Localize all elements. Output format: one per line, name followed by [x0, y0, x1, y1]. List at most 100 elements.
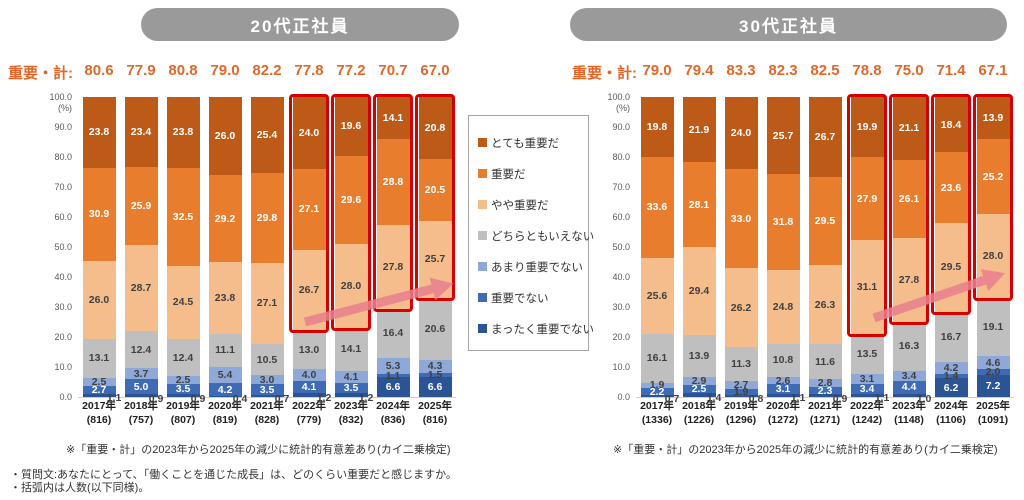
segment-value-label: 29.6 — [340, 193, 362, 206]
x-axis-label: 2021年 (1271) — [802, 400, 848, 427]
summary-value: 70.7 — [378, 62, 408, 79]
summary-value: 77.8 — [294, 62, 324, 79]
segment-value-label: 23.6 — [940, 181, 962, 194]
chart-title-pill: 20代正社員 — [141, 8, 459, 41]
bar-segment-1: 25.7 — [766, 97, 800, 175]
x-axis-label: 2018年 (757) — [118, 400, 164, 427]
segment-value-label: 19.8 — [646, 121, 668, 134]
bar-stack: 19.6 29.6 28.0 14.1 4.1 3.5 1.2 — [334, 96, 373, 403]
bar-segment-1: 20.8 — [418, 97, 452, 160]
bar-column: 23.8 30.9 26.0 13.1 2.5 2.7 1.1 2017年 (816) — [78, 96, 121, 426]
year-label: 2018年 — [682, 400, 716, 412]
count-label: (779) — [296, 413, 322, 426]
bar-stack: 26.7 29.5 26.3 11.6 2.8 2.3 0.9 — [808, 96, 847, 404]
segment-value-label: 4.1 — [301, 381, 317, 394]
summary-value: 77.2 — [336, 62, 366, 79]
bar-segment-6: 1.1 — [376, 370, 410, 381]
segment-value-label: 4.3 — [427, 360, 443, 373]
year-label: 2017年 — [640, 400, 674, 412]
legend-swatch — [478, 262, 487, 271]
summary-values-row: 80.6 77.9 80.8 79.0 82.2 77.8 77.2 70.7 67.0 — [78, 62, 456, 79]
segment-value-label: 16.7 — [940, 330, 962, 343]
segment-value-label: 26.7 — [298, 284, 320, 297]
bar-segment-5: 4.6 — [976, 355, 1010, 370]
bar-segment-7: 0.7 — [640, 394, 679, 404]
bar-column: 26.0 29.2 23.8 11.1 5.4 4.2 0.4 2020年 (819) — [204, 96, 247, 426]
legend-item: 重要でない — [478, 282, 588, 313]
x-axis-label: 2025年 (1091) — [970, 400, 1016, 427]
legend-item: 重要だ — [478, 158, 588, 189]
bar-segment-2: 29.8 — [250, 173, 284, 263]
segment-value-label: 16.3 — [898, 340, 920, 353]
bar-column: 25.4 29.8 27.1 10.5 3.0 3.5 0.7 2021年 (828) — [246, 97, 289, 426]
x-axis-label: 2017年 (1336) — [634, 400, 680, 427]
segment-value-label: 28.0 — [982, 250, 1004, 263]
legend-swatch — [478, 293, 487, 302]
segment-value-label: 5.3 — [385, 359, 401, 372]
x-axis-label: 2023年 (1148) — [886, 400, 932, 427]
bar-segment-6: 1.4 — [934, 371, 968, 382]
summary-value: 78.8 — [852, 62, 882, 79]
bar-stack: 20.8 20.5 25.7 20.6 4.3 1.5 6.6 — [418, 97, 452, 397]
y-tick-label: 0.0 — [617, 392, 630, 402]
segment-value-label: 29.5 — [814, 215, 836, 228]
y-tick-label: 70.0 — [612, 182, 630, 192]
bar-stack: 24.0 33.0 26.2 11.3 2.7 1.9 0.8 — [724, 97, 763, 404]
summary-value: 80.8 — [168, 62, 198, 79]
bar-segment-7: 1.1 — [850, 393, 889, 404]
count-label: (816) — [422, 413, 448, 426]
legend-item: まったく重要でない — [478, 313, 594, 344]
segment-value-label: 23.8 — [172, 126, 194, 139]
segment-value-label: 2.8 — [817, 377, 833, 390]
year-label: 2020年 — [208, 400, 242, 412]
segment-value-label: 24.0 — [730, 127, 752, 140]
bar-segment-2: 23.6 — [934, 152, 968, 224]
segment-value-label: 19.1 — [982, 320, 1004, 333]
segment-value-label: 25.6 — [646, 289, 668, 302]
count-label: (1296) — [725, 413, 757, 426]
bar-segment-2: 27.9 — [850, 156, 884, 241]
x-axis-label: 2024年 (1106) — [928, 400, 974, 427]
segment-value-label: 19.6 — [340, 120, 362, 133]
bar-segment-7: 0.9 — [166, 393, 205, 404]
bar-column: 25.7 31.8 24.8 10.8 2.6 3.1 1.1 2020年 (1272) — [762, 97, 805, 426]
bar-segment-2: 29.6 — [334, 155, 368, 245]
bar-segment-4: 13.1 — [82, 338, 116, 379]
bar-stack: 25.7 31.8 24.8 10.8 2.6 3.1 1.1 — [766, 97, 805, 404]
segment-value-label: 21.9 — [688, 123, 710, 136]
segment-value-label: 28.7 — [130, 281, 152, 294]
segment-value-label: 2.5 — [91, 375, 107, 388]
bar-column: 21.1 26.1 27.8 16.3 3.4 4.4 1.0 2023年 (1148) — [888, 93, 931, 426]
bar-segment-3: 26.3 — [808, 265, 842, 345]
segment-value-label: 6.6 — [385, 381, 401, 394]
bar-segment-7: 0.4 — [208, 394, 247, 405]
segment-value-label: 31.8 — [772, 216, 794, 229]
bar-column: 26.7 29.5 26.3 11.6 2.8 2.3 0.9 2021年 (1271) — [804, 96, 847, 426]
legend-label: まったく重要でない — [491, 323, 595, 336]
segment-value-label: 26.3 — [814, 298, 836, 311]
segment-value-label: 30.9 — [88, 208, 110, 221]
bar-segment-6: 2.7 — [82, 384, 116, 395]
bar-segment-3: 26.2 — [724, 268, 758, 347]
count-label: (1091) — [977, 413, 1009, 426]
y-tick-label: 90.0 — [54, 122, 72, 132]
bar-segment-4: 12.4 — [166, 339, 200, 377]
segment-value-label: 33.0 — [730, 212, 752, 225]
bar-stack: 26.0 29.2 23.8 11.1 5.4 4.2 0.4 — [208, 96, 247, 405]
bar-segment-5: 4.0 — [292, 369, 326, 382]
bar-stack: 13.9 25.2 28.0 19.1 4.6 2.0 7.2 — [976, 97, 1010, 397]
segment-value-label: 20.8 — [424, 122, 446, 135]
count-label: (1272) — [767, 413, 799, 426]
bar-segment-5: 4.3 — [418, 359, 452, 373]
segment-value-label: 25.2 — [982, 170, 1004, 183]
summary-value: 79.0 — [210, 62, 240, 79]
bar-segment-3: 28.0 — [334, 244, 368, 329]
year-label: 2024年 — [934, 400, 968, 412]
segment-value-label: 12.4 — [130, 343, 152, 356]
year-label: 2021年 — [808, 400, 842, 412]
summary-value: 80.6 — [84, 62, 114, 79]
bar-stack: 18.4 23.6 29.5 16.7 4.2 1.4 6.2 — [934, 97, 968, 397]
note-parentheses: ・括弧内は人数(以下同様)。 — [10, 482, 150, 494]
bar-segment-7: 1.0 — [892, 393, 931, 404]
segment-value-label: 13.1 — [88, 352, 110, 365]
